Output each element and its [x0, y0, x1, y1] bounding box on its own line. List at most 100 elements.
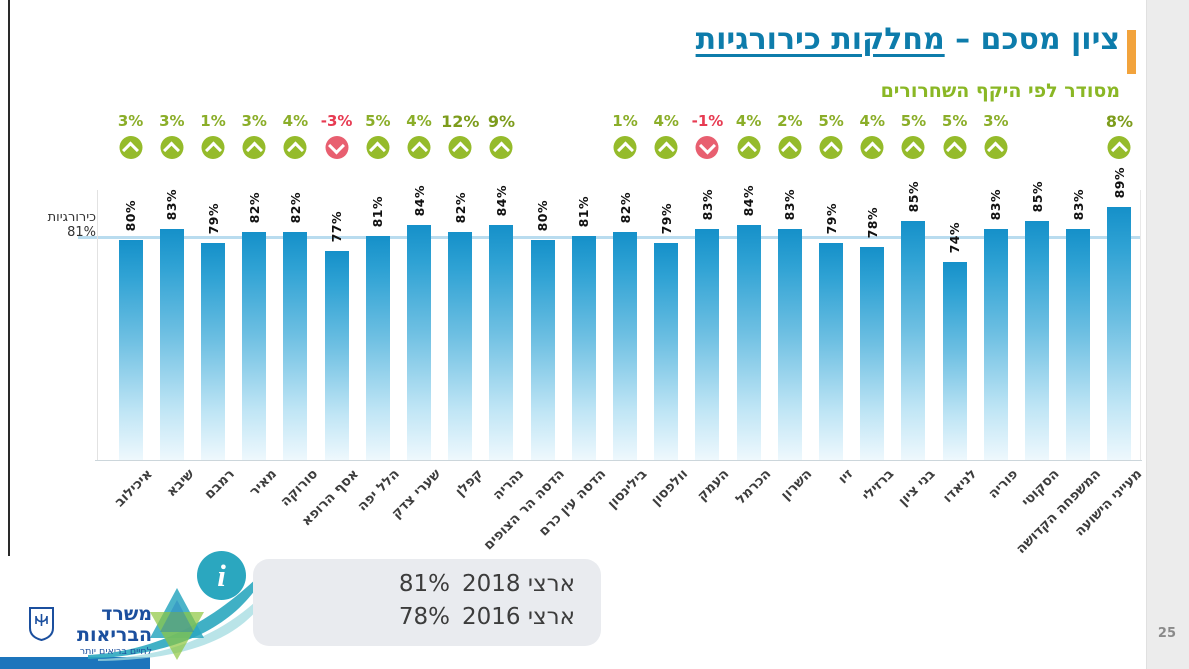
- bar-column: 3% 82% מאיר: [234, 112, 279, 500]
- bar-value-label: 82%: [452, 191, 468, 223]
- change-percent-label: 4%: [735, 112, 762, 130]
- x-axis-label: זיו: [835, 466, 857, 488]
- info-icon-glyph: i: [217, 557, 226, 593]
- chevron-up-glyph: [410, 141, 428, 158]
- bar: [860, 247, 885, 460]
- arrow-up-icon: [737, 136, 761, 159]
- bar-column: 83% המשפחה הקדושה: [1013, 112, 1104, 557]
- bar: [1107, 207, 1132, 460]
- arrow-up-icon: [984, 136, 1008, 159]
- bar: [695, 229, 720, 460]
- x-axis-label: ברזילי: [859, 466, 898, 505]
- bar-value-label: 78%: [864, 206, 880, 238]
- x-axis-label: מאיר: [245, 466, 280, 500]
- x-axis-label: בני ציון: [895, 466, 939, 510]
- change-percent-label: 8%: [1105, 112, 1134, 131]
- chevron-up-glyph: [122, 141, 140, 158]
- bar-value-label: 84%: [411, 184, 427, 216]
- change-percent-label: 4%: [859, 112, 885, 130]
- bar: [901, 221, 926, 460]
- arrow-up-icon: [489, 136, 513, 159]
- title-main: ציון מסכם –: [944, 22, 1120, 57]
- chevron-up-glyph: [245, 141, 263, 158]
- bar-column: 4% 82% סורוקה: [275, 112, 321, 510]
- bar-column: 12% 82% קפלן: [440, 112, 485, 500]
- national-2018-label: ארצי 2018: [461, 571, 575, 597]
- change-percent-label: -1%: [691, 112, 724, 130]
- bar-column: 9% 84% נהריה: [481, 112, 527, 503]
- bar-column: 4% 84% שערי צדק: [389, 112, 445, 522]
- x-axis-label: שיבא: [162, 466, 198, 501]
- change-percent-label: 12%: [441, 112, 480, 131]
- arrow-up-icon: [119, 136, 143, 159]
- bar-column: 8% 89% מעייני הישועה: [1071, 112, 1144, 539]
- x-axis-label: פוריה: [985, 466, 1022, 502]
- bar-column: 3% 80% איכילוב: [110, 112, 156, 510]
- bar-value-label: 80%: [535, 199, 551, 231]
- ministry-name: משרד הבריאות: [76, 603, 152, 646]
- bar: [448, 232, 473, 460]
- change-percent-label: 5%: [365, 112, 391, 130]
- bar-column: 5% 79% זיו: [810, 112, 856, 487]
- bar-value-label: 83%: [782, 188, 798, 220]
- change-percent-label: 3%: [117, 112, 144, 130]
- bar: [365, 236, 390, 460]
- arrow-up-icon: [901, 136, 925, 159]
- chevron-up-glyph: [616, 141, 634, 158]
- chevron-up-glyph: [163, 141, 181, 158]
- chevron-up-glyph: [781, 141, 799, 158]
- bar-column: 5% 85% בני ציון: [893, 112, 939, 509]
- bar: [407, 225, 432, 460]
- chevron-up-glyph: [987, 141, 1005, 158]
- bar-column: 85% הסקוטי: [1016, 112, 1062, 510]
- bar-value-label: 83%: [164, 188, 180, 220]
- x-axis-label: וולפסון: [648, 466, 692, 509]
- bar: [736, 225, 761, 460]
- bar: [159, 229, 184, 460]
- national-average-box: 81% ארצי 2018 78% ארצי 2016: [253, 559, 601, 646]
- bar: [983, 229, 1008, 460]
- bar-column: 81% הדסה עין כרם: [536, 112, 609, 540]
- change-percent-label: 5%: [941, 112, 968, 130]
- x-axis-label: נהריה: [489, 466, 527, 504]
- right-gutter: [1146, 0, 1189, 669]
- chevron-down-glyph: [328, 137, 346, 154]
- bar-column: 3% 83% פוריה: [975, 112, 1021, 502]
- x-axis-line: [95, 460, 1142, 461]
- ministry-star-logo: [150, 588, 204, 660]
- bar: [819, 243, 844, 460]
- national-2018-value: 81%: [398, 571, 450, 597]
- arrow-down-icon: [695, 136, 719, 159]
- bar-value-label: 83%: [988, 188, 1004, 220]
- orange-accent-bar: [1127, 30, 1136, 74]
- x-axis-label: הכרמל: [732, 466, 774, 508]
- chevron-up-glyph: [204, 141, 222, 158]
- change-percent-label: 5%: [900, 112, 927, 130]
- bar: [283, 232, 308, 460]
- bar: [118, 240, 143, 460]
- change-percent-label: 2%: [777, 112, 803, 130]
- bar: [1066, 229, 1091, 460]
- chevron-up-glyph: [286, 141, 304, 158]
- change-percent-label: 3%: [159, 112, 185, 130]
- x-axis-label: השרון: [777, 466, 816, 504]
- chevron-down-glyph: [698, 137, 716, 154]
- bar-column: 2% 83% השרון: [769, 112, 815, 503]
- info-icon: i: [197, 551, 246, 600]
- slide-edge-line: [8, 0, 10, 556]
- change-percent-label: 1%: [200, 112, 226, 130]
- change-percent-label: -3%: [320, 112, 353, 130]
- arrow-up-icon: [448, 136, 472, 159]
- bar-column: 1% 79% רמבם: [192, 112, 238, 502]
- bar-value-label: 79%: [658, 202, 674, 234]
- bar: [777, 229, 802, 460]
- bar-column: 80% הדסה הר הצופים: [481, 112, 568, 554]
- bar-value-label: 74%: [947, 221, 963, 253]
- page-title: ציון מסכם – מחלקות כירורגיות: [696, 22, 1120, 57]
- chevron-up-glyph: [657, 141, 675, 158]
- bar-column: -1% 83% העמק: [687, 112, 733, 504]
- bar: [654, 243, 679, 460]
- bar: [571, 236, 596, 460]
- bar-value-label: 82%: [617, 191, 633, 223]
- bar-value-label: 79%: [823, 202, 839, 234]
